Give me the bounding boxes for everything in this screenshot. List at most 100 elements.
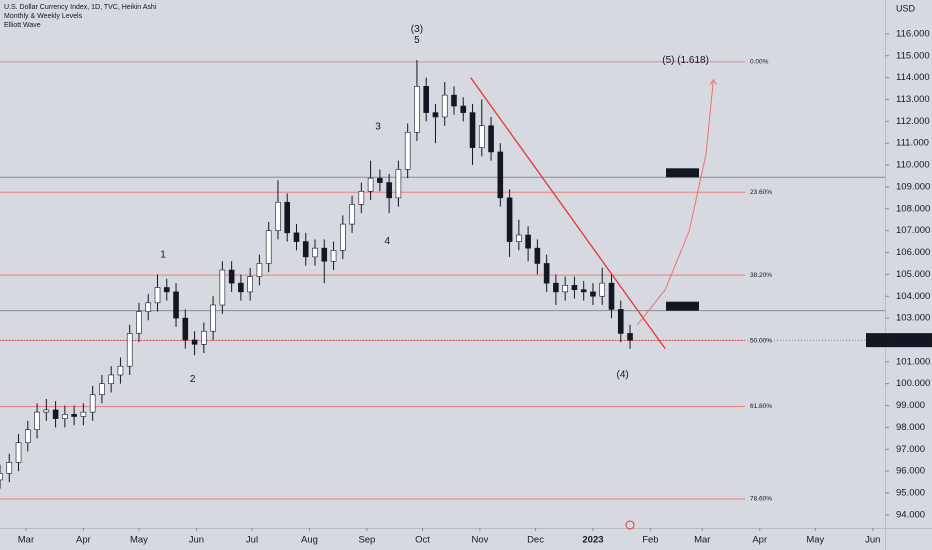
candle-body (201, 330, 207, 345)
candle-body (173, 291, 179, 319)
y-tick-label: 103.000 (896, 313, 930, 324)
candle-body (71, 414, 77, 417)
x-tick-label: May (130, 535, 148, 546)
fib-label: 23.60% (750, 189, 772, 196)
candle-body (136, 311, 142, 334)
x-tick-label: Sep (358, 535, 375, 546)
y-tick-label: 100.000 (896, 378, 930, 389)
y-tick-label: 113.000 (896, 94, 930, 105)
x-tick-label: May (806, 535, 824, 546)
candle-body (24, 429, 31, 444)
x-tick-label: Oct (415, 535, 430, 546)
wave-label: 4 (384, 236, 390, 247)
candle-body (488, 125, 494, 153)
symbol-tag (866, 333, 890, 348)
month-label: Month Low (668, 304, 698, 310)
candle-body (265, 230, 272, 264)
candle-body (469, 112, 476, 148)
y-tick-label: 111.000 (896, 138, 929, 149)
y-tick-label: 107.000 (896, 225, 930, 236)
x-tick-label: Jun (865, 535, 880, 546)
candle-body (293, 232, 300, 242)
price-tag (890, 333, 932, 348)
candle-body (210, 304, 216, 332)
wave-label: (5) (1.618) (662, 55, 709, 66)
x-tick-label: Nov (471, 535, 488, 546)
candle-body (15, 442, 22, 463)
candle-body (608, 282, 615, 310)
candle-body (423, 86, 429, 113)
candle-body (219, 269, 226, 306)
currency-label: USD (896, 3, 916, 13)
candle-body (562, 285, 568, 293)
fib-label: 0.00% (750, 59, 769, 66)
y-tick-label: 109.000 (896, 181, 930, 192)
candle-body (182, 317, 189, 341)
candle-body (516, 234, 522, 242)
candle-body (497, 151, 504, 199)
candle-body (247, 276, 253, 293)
candle-body (163, 287, 170, 293)
wave-label: 1 (160, 249, 166, 260)
candle-body (590, 291, 596, 297)
y-tick-label: 98.000 (896, 422, 925, 433)
y-tick-label: 110.000 (896, 160, 930, 171)
candle-body (553, 282, 559, 293)
event-icon[interactable] (625, 520, 635, 530)
candle-body (312, 247, 318, 258)
candle-body (377, 177, 383, 183)
candle-body (284, 201, 291, 234)
x-tick-label: Mar (694, 535, 710, 546)
indicator-label: Monthly & Weekly Levels (4, 13, 83, 20)
candle-body (62, 414, 68, 419)
y-tick-label: 112.000 (896, 116, 930, 127)
symbol-label: DXY (869, 335, 888, 345)
candle-body (52, 409, 59, 419)
candle-body (451, 94, 457, 107)
trendline (470, 77, 666, 350)
y-tick-label: 104.000 (896, 291, 930, 302)
candle-body (506, 197, 513, 242)
candle-body (117, 365, 124, 376)
candle-body (580, 289, 587, 293)
candle-body (627, 333, 633, 341)
fib-label: 61.80% (750, 403, 772, 410)
month-label-box (666, 301, 699, 311)
candle-body (525, 234, 531, 249)
fib-label: 50.00% (750, 337, 772, 344)
candle-body (145, 302, 152, 312)
projection-arrow (709, 78, 717, 86)
candle-body (432, 112, 439, 118)
candle-body (460, 105, 467, 113)
candle-body (126, 333, 133, 367)
candle-body (386, 182, 392, 199)
candle-body (34, 411, 40, 430)
x-tick-label: Feb (642, 535, 658, 546)
wave-label: 3 (375, 121, 381, 132)
candle-body (89, 394, 96, 413)
wave-label: (4) (616, 370, 628, 381)
candle-body (478, 125, 485, 148)
chart-title: U.S. Dollar Currency Index, 1D, TVC, Hei… (4, 4, 157, 11)
y-tick-label: 116.000 (896, 28, 930, 39)
candle-body (321, 247, 328, 262)
candle-body (256, 263, 263, 277)
x-tick-label: Jun (189, 535, 204, 546)
x-tick-label: 2023 (582, 535, 603, 546)
candle-body (414, 86, 420, 133)
candle-body (6, 462, 13, 474)
candle-body (80, 411, 87, 417)
wave-label: 5 (414, 35, 420, 46)
candle-body (340, 223, 346, 251)
fib-label: 78.60% (750, 496, 772, 503)
x-tick-label: Jul (246, 535, 258, 546)
x-tick-label: Mar (18, 535, 34, 546)
y-tick-label: 101.000 (896, 356, 930, 367)
candle-body (534, 247, 541, 264)
candle-body (349, 204, 355, 225)
wave-label: (3) (411, 24, 423, 35)
y-tick-label: 95.000 (896, 488, 925, 499)
candle-body (441, 94, 448, 118)
